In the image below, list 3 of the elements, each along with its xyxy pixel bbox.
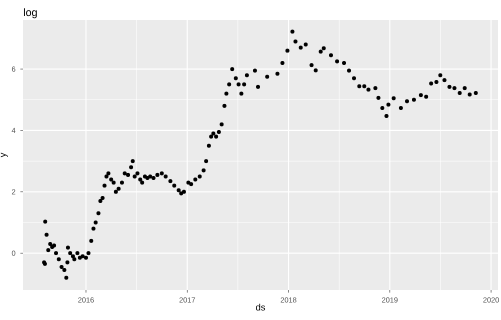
x-axis-title: ds	[256, 304, 266, 311]
y-axis-title: y	[0, 152, 8, 158]
chart-title: log	[24, 8, 37, 18]
